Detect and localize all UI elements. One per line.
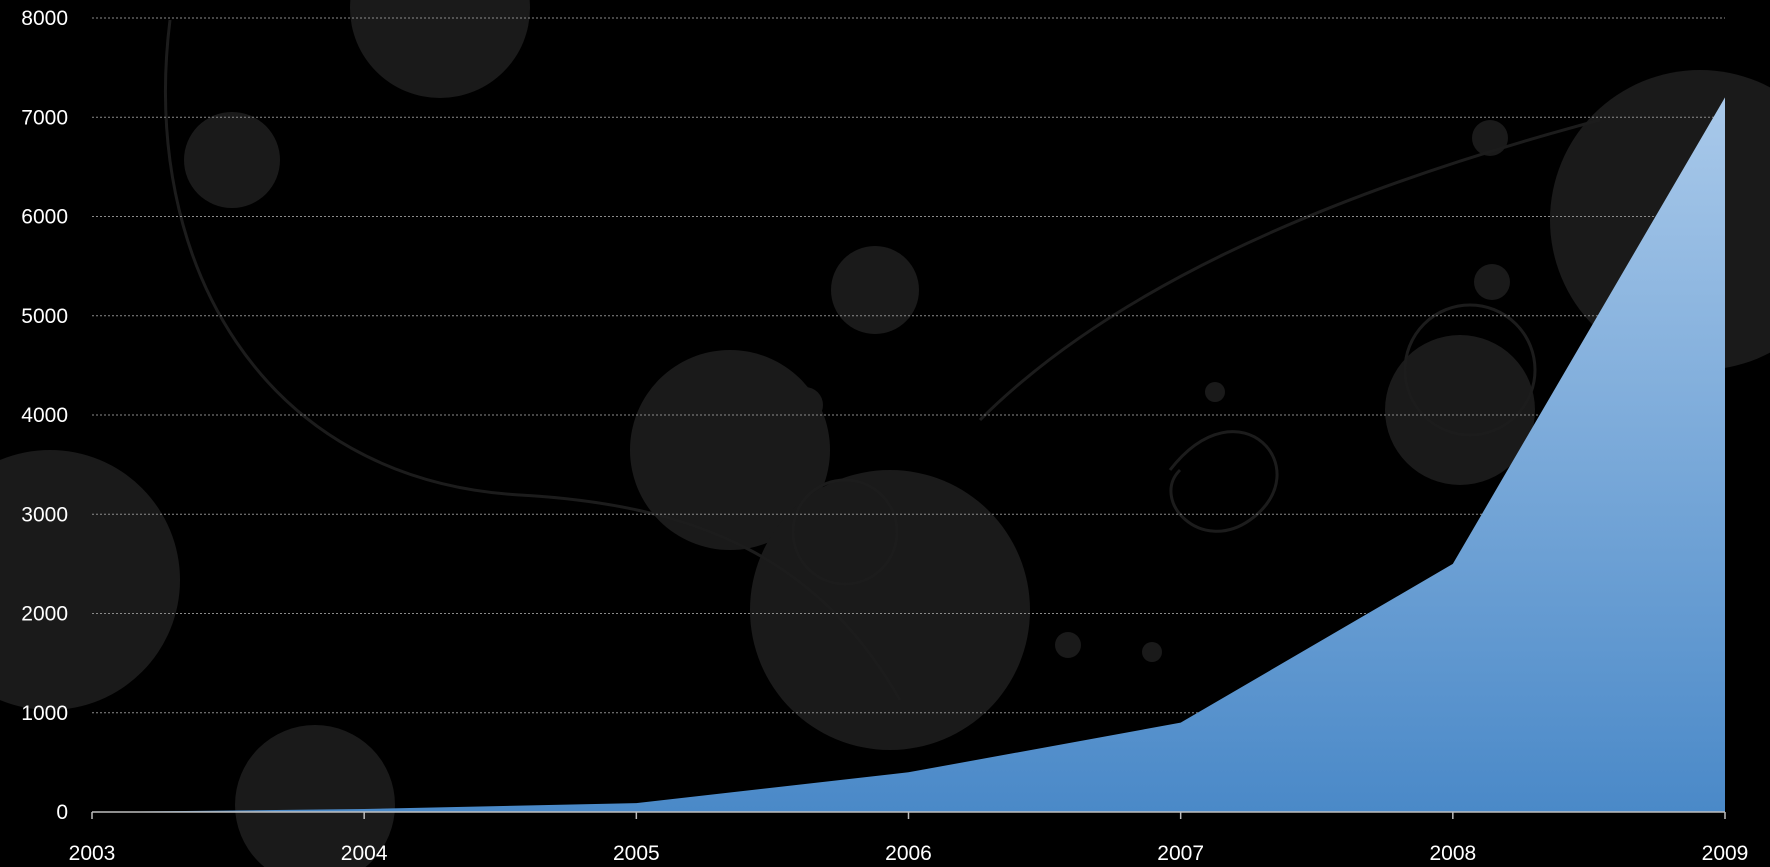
y-tick-label: 5000 (21, 305, 68, 328)
decor-swirl (978, 118, 1601, 422)
decor-bubble (184, 112, 280, 208)
x-tick-label: 2007 (1157, 842, 1204, 865)
y-tick-label: 2000 (21, 603, 68, 626)
decor-bubble (350, 0, 530, 98)
decor-bubble (0, 450, 180, 710)
decor-bubble (1055, 632, 1081, 658)
y-axis-ticks: 0 1000 2000 3000 4000 5000 6000 7000 8000 (21, 7, 68, 824)
y-tick-label: 6000 (21, 206, 68, 229)
decor-bubble (1142, 642, 1162, 662)
decor-bubble (630, 350, 830, 550)
y-tick-label: 8000 (21, 7, 68, 30)
decor-bubble (1472, 120, 1508, 156)
decor-bubble (1385, 335, 1535, 485)
decor-bubble (787, 387, 823, 423)
y-tick-label: 0 (56, 801, 68, 824)
x-tick-label: 2004 (341, 842, 388, 865)
x-tick-label: 2009 (1702, 842, 1749, 865)
y-tick-label: 1000 (21, 702, 68, 725)
x-axis-ticks: 2003 2004 2005 2006 2007 2008 2009 (69, 812, 1749, 865)
y-tick-label: 3000 (21, 503, 68, 526)
decor-bubble (750, 470, 1030, 750)
decor-ring (791, 478, 899, 586)
decor-bubble (235, 725, 395, 867)
area-series (92, 97, 1725, 812)
x-tick-label: 2008 (1429, 842, 1476, 865)
y-tick-label: 4000 (21, 404, 68, 427)
x-tick-label: 2006 (885, 842, 932, 865)
x-tick-label: 2003 (69, 842, 116, 865)
decor-bubble (1205, 382, 1225, 402)
x-tick-label: 2005 (613, 842, 660, 865)
y-tick-label: 7000 (21, 106, 68, 129)
decor-bubble (1474, 264, 1510, 300)
area-series-fill (92, 97, 1725, 812)
decor-swirl (1168, 430, 1279, 533)
decor-bubble (831, 246, 919, 334)
decor-ring (1403, 303, 1537, 437)
